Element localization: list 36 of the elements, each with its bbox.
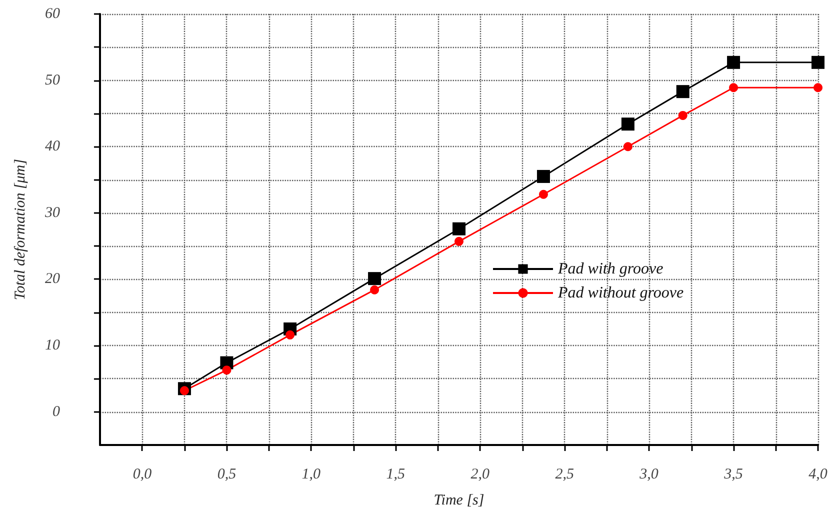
x-axis-title: Time [s] [434, 492, 484, 508]
point [623, 142, 632, 152]
point [727, 56, 740, 69]
y-tick-label: 60 [45, 6, 60, 22]
x-tick-label: 4,0 [808, 466, 828, 482]
point [729, 83, 738, 92]
y-tick-label: 50 [45, 72, 60, 88]
point [536, 170, 550, 183]
point [452, 222, 466, 236]
point [678, 110, 688, 120]
point [812, 56, 824, 69]
point [454, 236, 464, 246]
point [621, 118, 634, 131]
point [368, 272, 382, 286]
y-axis-title: Total deformation [μm] [12, 158, 28, 300]
point [370, 285, 380, 294]
legend-label: Pad without groove [557, 284, 684, 302]
x-tick-label: 1,5 [386, 466, 406, 482]
point [222, 366, 232, 375]
y-tick-label: 40 [45, 138, 60, 155]
y-tick-label: 20 [45, 271, 60, 288]
point [286, 330, 295, 340]
y-tick-label: 0 [52, 404, 60, 420]
y-tick-label: 30 [44, 204, 60, 221]
legend-label: Pad with groove [557, 260, 664, 278]
y-tick-label: 10 [45, 338, 60, 354]
x-tick-label: 3,5 [723, 466, 744, 482]
point [814, 83, 822, 92]
x-tick-label: 2,0 [470, 466, 490, 482]
point [538, 190, 548, 199]
x-tick-label: 3,0 [638, 466, 659, 482]
x-tick-label: 2,5 [555, 466, 574, 482]
point [676, 85, 690, 98]
x-tick-label: 0,5 [217, 466, 237, 482]
x-tick-label: 0,0 [132, 466, 152, 482]
x-tick-label: 1,0 [302, 466, 322, 482]
